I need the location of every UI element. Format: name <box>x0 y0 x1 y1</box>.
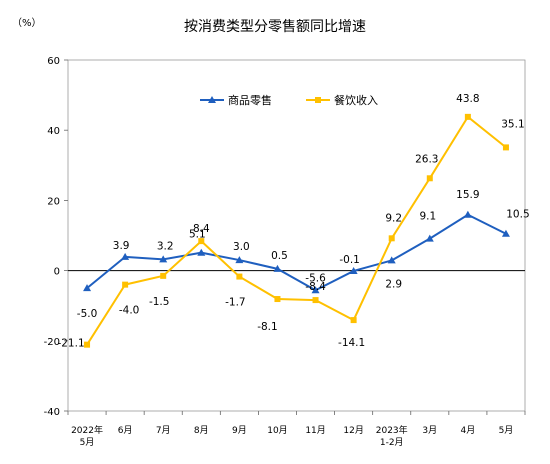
legend-label: 商品零售 <box>228 93 272 107</box>
x-tick-label: 10月 <box>267 425 287 436</box>
data-label: -1.7 <box>225 297 246 309</box>
x-tick-label: 2022年 <box>71 424 103 436</box>
data-point <box>160 272 167 279</box>
data-point <box>274 296 281 303</box>
data-point <box>273 264 282 272</box>
data-point <box>122 281 129 288</box>
data-label: 3.2 <box>157 240 174 252</box>
x-tick-label: 9月 <box>232 425 247 436</box>
data-label: -14.1 <box>338 337 365 349</box>
x-tick-label: 7月 <box>156 425 171 436</box>
legend-marker <box>315 97 321 103</box>
data-point <box>464 113 471 120</box>
series-line-1 <box>86 213 507 292</box>
data-point <box>388 235 395 242</box>
data-label: 10.5 <box>506 209 529 221</box>
data-label: -5.6 <box>305 272 326 284</box>
y-tick-label: 0 <box>54 267 60 278</box>
x-tick-label: 11月 <box>305 425 325 436</box>
y-tick-label: 60 <box>47 56 60 67</box>
x-tick-label: 4月 <box>461 425 476 436</box>
data-point <box>426 175 433 182</box>
data-point <box>83 284 92 292</box>
data-label: -8.1 <box>257 321 278 333</box>
x-tick-label: 12月 <box>343 425 363 436</box>
data-point <box>236 273 243 280</box>
data-label: 26.3 <box>415 153 438 165</box>
legend-marker <box>208 96 216 103</box>
data-point <box>350 317 357 324</box>
data-label: -21.1 <box>57 338 84 350</box>
x-tick-label: 3月 <box>422 425 437 436</box>
data-point <box>197 248 206 256</box>
data-point <box>349 266 358 274</box>
series-line-2 <box>86 115 507 346</box>
data-label: 9.2 <box>385 212 402 224</box>
data-label: -4.0 <box>119 305 140 317</box>
data-label: -5.0 <box>77 308 98 320</box>
plot-frame <box>67 59 526 412</box>
data-label: -1.5 <box>149 296 170 308</box>
x-tick-label: 8月 <box>194 425 209 436</box>
data-label: 35.1 <box>501 118 524 130</box>
data-label: 3.9 <box>113 240 130 252</box>
legend-label: 餐饮收入 <box>334 93 378 107</box>
data-point <box>502 144 509 151</box>
data-point <box>311 286 320 294</box>
data-point <box>425 234 434 242</box>
x-tick-label: 6月 <box>118 425 133 436</box>
data-label: 15.9 <box>456 189 479 201</box>
data-point <box>159 255 168 263</box>
y-tick-label: -20 <box>44 337 60 348</box>
chart-title: 按消费类型分零售额同比增速 <box>184 19 366 35</box>
data-label: -0.1 <box>339 254 360 266</box>
data-label: 0.5 <box>271 250 288 262</box>
x-tick-label: 1-2月 <box>380 437 404 448</box>
y-tick-label: 40 <box>47 126 60 137</box>
y-axis-unit: （%） <box>12 18 42 29</box>
data-label: -8.4 <box>305 281 326 293</box>
data-point <box>121 252 130 260</box>
data-label: 43.8 <box>456 93 479 105</box>
data-point <box>312 297 319 304</box>
x-tick-label: 5月 <box>80 437 95 448</box>
data-point <box>387 256 396 264</box>
data-point <box>235 256 244 264</box>
y-tick-label: -40 <box>44 407 60 418</box>
data-point <box>501 229 510 237</box>
data-point <box>198 238 205 245</box>
data-point <box>463 210 472 218</box>
data-label: 5.1 <box>189 229 206 241</box>
data-label: 2.9 <box>385 278 402 290</box>
data-label: 8.4 <box>193 223 210 235</box>
data-label: 3.0 <box>233 241 250 253</box>
x-tick-label: 2023年 <box>376 424 408 436</box>
data-label: 9.1 <box>419 211 436 223</box>
x-tick-label: 5月 <box>499 425 514 436</box>
data-point <box>84 341 91 348</box>
y-tick-label: 20 <box>47 196 60 207</box>
